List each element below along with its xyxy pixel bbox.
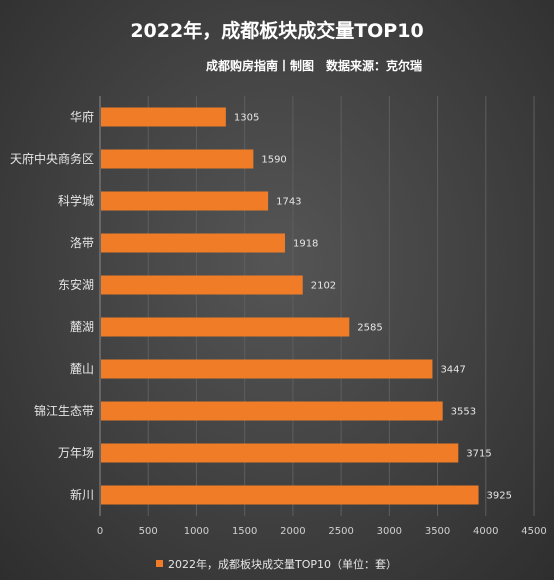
bar [101, 401, 443, 421]
category-label: 科学城 [58, 193, 94, 208]
bar [101, 149, 254, 169]
x-tick-label: 0 [97, 526, 103, 537]
category-label: 万年场 [58, 446, 94, 460]
bar [101, 485, 479, 505]
data-label: 1590 [261, 155, 286, 166]
data-label: 1305 [234, 113, 259, 124]
x-tick-label: 4500 [521, 526, 546, 537]
category-label: 洛带 [70, 235, 94, 250]
x-tick-label: 1000 [184, 526, 209, 537]
bar [101, 317, 350, 337]
chart-title: 2022年，成都板块成交量TOP10 [130, 20, 424, 42]
data-label: 3447 [440, 365, 465, 376]
category-label: 麓山 [70, 362, 94, 376]
category-label: 东安湖 [58, 277, 94, 292]
chart-subtitle: 成都购房指南丨制图 数据来源：克尔瑞 [206, 59, 423, 73]
x-tick-label: 3500 [425, 526, 450, 537]
category-label: 新川 [70, 487, 94, 502]
data-label: 2585 [357, 323, 382, 334]
x-tick-label: 2500 [328, 526, 353, 537]
x-tick-label: 3000 [377, 526, 402, 537]
data-label: 2102 [311, 281, 336, 292]
legend-label: 2022年，成都板块成交量TOP10（单位：套） [168, 558, 398, 571]
x-tick-label: 500 [139, 526, 158, 537]
data-label: 1918 [293, 239, 318, 250]
data-label: 1743 [276, 197, 301, 208]
x-tick-label: 2000 [280, 526, 305, 537]
bar [101, 443, 459, 463]
legend-swatch [156, 560, 163, 567]
bar [101, 191, 269, 211]
data-label: 3553 [451, 407, 476, 418]
legend: 2022年，成都板块成交量TOP10（单位：套） [156, 556, 397, 572]
category-label: 锦江生态带 [34, 404, 94, 418]
category-label: 麓湖 [70, 319, 94, 334]
data-label: 3925 [487, 491, 512, 502]
bar [101, 359, 433, 379]
data-label: 3715 [466, 449, 491, 460]
x-tick-label: 4000 [473, 526, 498, 537]
x-tick-label: 1500 [232, 526, 257, 537]
category-label: 华府 [70, 109, 94, 124]
bar [101, 233, 285, 253]
bar [101, 275, 303, 295]
bar [101, 107, 226, 127]
category-label: 天府中央商务区 [10, 151, 94, 166]
